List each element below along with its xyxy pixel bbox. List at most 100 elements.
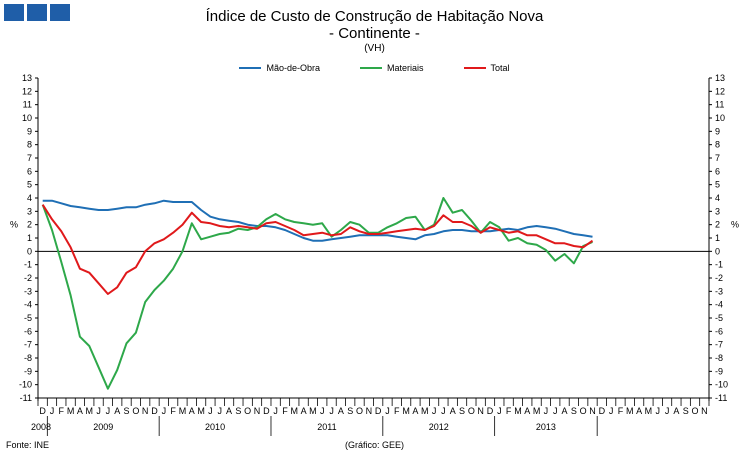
y-tick-label: -1 — [24, 260, 32, 270]
series-line-total — [41, 204, 594, 295]
x-tick-label: M — [421, 406, 429, 416]
legend-item-total: Total — [463, 63, 510, 73]
year-label: 2009 — [93, 422, 113, 432]
chart-unit: (VH) — [364, 43, 385, 54]
y-tick-label: 11 — [23, 100, 32, 110]
x-tick-label: M — [179, 406, 187, 416]
y-tick-label: 8 — [715, 140, 720, 150]
x-tick-label: F — [170, 406, 176, 416]
chart-subtitle: - Continente - — [329, 25, 420, 42]
x-tick-label: F — [59, 406, 65, 416]
y-tick-label: 12 — [22, 86, 32, 96]
y-tick-label: 10 — [715, 113, 725, 123]
x-tick-label: F — [618, 406, 624, 416]
x-tick-label: A — [636, 406, 642, 416]
x-tick-label: S — [124, 406, 130, 416]
x-tick-label: J — [106, 406, 111, 416]
x-tick-label: J — [553, 406, 558, 416]
x-tick-label: A — [301, 406, 307, 416]
y-tick-label: 6 — [715, 166, 720, 176]
x-tick-label: A — [114, 406, 120, 416]
x-tick-label: J — [385, 406, 390, 416]
x-tick-label: O — [132, 406, 139, 416]
x-tick-label: N — [477, 406, 484, 416]
x-tick-label: N — [589, 406, 596, 416]
x-tick-label: J — [96, 406, 101, 416]
y-tick-label: 4 — [27, 193, 32, 203]
logo-block — [50, 4, 70, 21]
x-tick-label: F — [394, 406, 400, 416]
y-tick-label: -6 — [715, 326, 723, 336]
series-line-m-o-de-obra — [42, 199, 593, 242]
y-tick-label: 5 — [715, 180, 720, 190]
year-label: 2011 — [317, 422, 336, 432]
y-tick-label: 8 — [27, 140, 32, 150]
y-tick-label: 2 — [27, 220, 32, 230]
x-tick-label: M — [67, 406, 75, 416]
y-tick-label: 0 — [27, 246, 32, 256]
x-tick-label: M — [514, 406, 522, 416]
x-tick-label: A — [524, 406, 530, 416]
x-tick-label: M — [645, 406, 653, 416]
x-tick-label: N — [254, 406, 261, 416]
year-label: 2012 — [429, 422, 449, 432]
x-tick-label: J — [50, 406, 55, 416]
legend-label: Mão-de-Obra — [266, 63, 320, 73]
x-tick-label: S — [235, 406, 241, 416]
y-tick-label: -9 — [715, 366, 723, 376]
chart-legend: Mão-de-Obra Materiais Total — [0, 63, 749, 73]
y-tick-label: 7 — [715, 153, 720, 163]
source-note: Fonte: INE — [6, 440, 50, 450]
legend-label: Materiais — [387, 63, 424, 73]
x-tick-label: O — [580, 406, 587, 416]
y-tick-label: 9 — [715, 126, 720, 136]
x-tick-label: O — [356, 406, 363, 416]
chart-credit: (Gráfico: GEE) — [344, 440, 404, 450]
x-tick-label: A — [338, 406, 344, 416]
y-tick-label: -6 — [24, 326, 32, 336]
x-tick-label: J — [208, 406, 213, 416]
y-tick-label: 12 — [715, 86, 725, 96]
x-tick-label: J — [609, 406, 614, 416]
x-tick-label: M — [626, 406, 634, 416]
y-tick-label: 13 — [22, 73, 32, 83]
x-tick-label: S — [347, 406, 353, 416]
y-tick-label: -2 — [715, 273, 723, 283]
y-tick-label: -7 — [24, 340, 32, 350]
x-tick-label: D — [263, 406, 270, 416]
y-axis-label: % — [731, 219, 739, 229]
series-line-materiais — [41, 197, 593, 390]
x-tick-label: J — [497, 406, 502, 416]
x-tick-label: D — [487, 406, 494, 416]
x-tick-label: M — [309, 406, 317, 416]
y-tick-label: -10 — [19, 380, 32, 390]
x-tick-label: M — [197, 406, 205, 416]
x-tick-label: N — [366, 406, 373, 416]
y-tick-label: -5 — [24, 313, 32, 323]
y-tick-label: -8 — [715, 353, 723, 363]
logo-block — [4, 4, 24, 21]
x-tick-label: M — [86, 406, 94, 416]
y-tick-label: -4 — [24, 300, 32, 310]
x-tick-label: A — [450, 406, 456, 416]
y-tick-label: 5 — [27, 180, 32, 190]
x-tick-label: M — [402, 406, 410, 416]
x-tick-label: S — [459, 406, 465, 416]
y-tick-label: -7 — [715, 340, 723, 350]
x-tick-label: O — [244, 406, 251, 416]
y-tick-label: -4 — [715, 300, 723, 310]
x-tick-label: J — [273, 406, 278, 416]
y-tick-label: -5 — [715, 313, 723, 323]
x-tick-label: N — [701, 406, 708, 416]
x-tick-label: A — [673, 406, 679, 416]
legend-swatch — [463, 67, 486, 69]
x-tick-label: S — [683, 406, 689, 416]
year-label: 2013 — [536, 422, 556, 432]
y-tick-label: 4 — [715, 193, 720, 203]
logo — [4, 4, 70, 21]
y-tick-label: 1 — [27, 233, 32, 243]
y-tick-label: 2 — [715, 220, 720, 230]
x-tick-label: J — [162, 406, 167, 416]
y-tick-label: -3 — [715, 286, 723, 296]
